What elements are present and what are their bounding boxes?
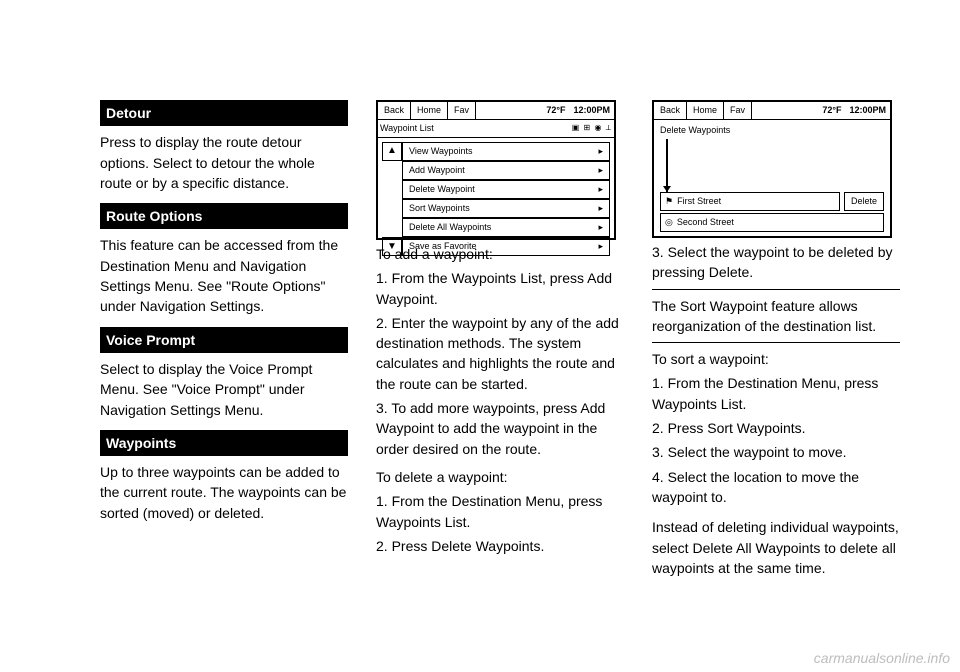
screenshot-body: ▲ View Waypoints ▸ Add Waypoint ▸ Delete W… [378,138,614,258]
list-item: Delete Waypoint ▸ [402,180,610,199]
voice-prompt-body: Select to display the Voice Prompt Menu.… [100,359,348,420]
sort-step-2: 2. Press Sort Waypoints. [652,418,900,438]
divider [652,342,900,343]
sort-label: To sort a waypoint: [652,349,900,369]
waypoint-list-screenshot: Back Home Fav 72°F 12:00PM Waypoint List… [376,100,616,240]
list-item: Sort Waypoints ▸ [402,199,610,218]
detour-body: Press to display the route detour option… [100,132,348,193]
add-step-1: 1. From the Waypoints List, press Add Wa… [376,268,624,309]
time-label: 12:00PM [845,102,890,119]
row-label: Add Waypoint [409,164,465,177]
chevron-right-icon: ▸ [598,240,603,253]
row-label: First Street [677,195,721,208]
waypoint-row-2: Second Street [660,213,884,232]
row-label: Delete All Waypoints [409,221,491,234]
back-tab: Back [654,102,687,119]
temp-label: 72°F [542,102,569,119]
screenshot-body: Delete Waypoints First Street Delete Sec… [654,120,890,236]
list-item: Save as Favorite ▸ [402,237,610,256]
delete-step-3: 3. Select the waypoint to be deleted by … [652,242,900,283]
sort-step-4: 4. Select the location to move the waypo… [652,467,900,508]
second-street-cell: Second Street [660,213,884,232]
row-label: View Waypoints [409,145,473,158]
down-arrow-icon: ▼ [382,237,402,256]
delete-step-1: 1. From the Destination Menu, press Wayp… [376,491,624,532]
row-label: Second Street [677,216,734,229]
home-tab: Home [687,102,724,119]
route-options-heading: Route Options [100,203,348,229]
screenshot-topbar: Back Home Fav 72°F 12:00PM [654,102,890,120]
waypoints-heading: Waypoints [100,430,348,456]
waypoints-body: Up to three waypoints can be added to th… [100,462,348,523]
screenshot-topbar: Back Home Fav 72°F 12:00PM [378,102,614,120]
waypoint-list-rows: ▲ View Waypoints ▸ Add Waypoint ▸ Delete W… [382,142,610,256]
delete-waypoint-intro: To delete a waypoint: [376,467,624,487]
chevron-right-icon: ▸ [598,145,603,158]
spacer [476,102,542,119]
row-label: Save as Favorite [409,240,477,253]
flag-icon [665,195,673,208]
route-options-body: This feature can be accessed from the De… [100,235,348,316]
column-right: Back Home Fav 72°F 12:00PM Delete Waypoi… [652,100,900,582]
chevron-right-icon: ▸ [598,183,603,196]
watermark: carmanualsonline.info [814,650,950,666]
pointer-arrow-icon [666,139,884,192]
time-label: 12:00PM [569,102,614,119]
delete-button-label: Delete [844,192,884,211]
spacer [752,102,818,119]
status-icons: ▣ ⊞ ◉ ⟂ [572,122,612,135]
three-column-layout: Detour Press to display the route detour… [100,100,900,582]
add-step-3: 3. To add more waypoints, press Add Wayp… [376,398,624,459]
list-item: Add Waypoint ▸ [402,161,610,180]
first-street-cell: First Street [660,192,840,211]
delete-all-note: Instead of deleting individual waypoints… [652,517,900,578]
temp-label: 72°F [818,102,845,119]
up-arrow-icon: ▲ [382,142,402,161]
add-step-2: 2. Enter the waypoint by any of the add … [376,313,624,394]
list-item: Delete All Waypoints ▸ [402,218,610,237]
screenshot-title-row: Waypoint List ▣ ⊞ ◉ ⟂ [378,120,614,138]
delete-waypoints-screenshot: Back Home Fav 72°F 12:00PM Delete Waypoi… [652,100,892,238]
manual-page: Detour Press to display the route detour… [0,0,960,672]
delete-waypoints-title: Delete Waypoints [660,124,884,137]
column-center: Back Home Fav 72°F 12:00PM Waypoint List… [376,100,624,582]
sort-intro: The Sort Waypoint feature allows reorgan… [652,296,900,337]
column-left: Detour Press to display the route detour… [100,100,348,582]
target-icon [665,216,673,229]
chevron-right-icon: ▸ [598,202,603,215]
fav-tab: Fav [448,102,476,119]
sort-step-3: 3. Select the waypoint to move. [652,442,900,462]
waypoint-row-1: First Street Delete [660,192,884,211]
chevron-right-icon: ▸ [598,221,603,234]
voice-prompt-heading: Voice Prompt [100,327,348,353]
home-tab: Home [411,102,448,119]
chevron-right-icon: ▸ [598,164,603,177]
list-item: View Waypoints ▸ [402,142,610,161]
divider [652,289,900,290]
row-label: Sort Waypoints [409,202,470,215]
row-label: Delete Waypoint [409,183,475,196]
back-tab: Back [378,102,411,119]
sort-step-1: 1. From the Destination Menu, press Wayp… [652,373,900,414]
detour-heading: Detour [100,100,348,126]
delete-step-2: 2. Press Delete Waypoints. [376,536,624,556]
fav-tab: Fav [724,102,752,119]
waypoint-list-title: Waypoint List [380,122,434,135]
